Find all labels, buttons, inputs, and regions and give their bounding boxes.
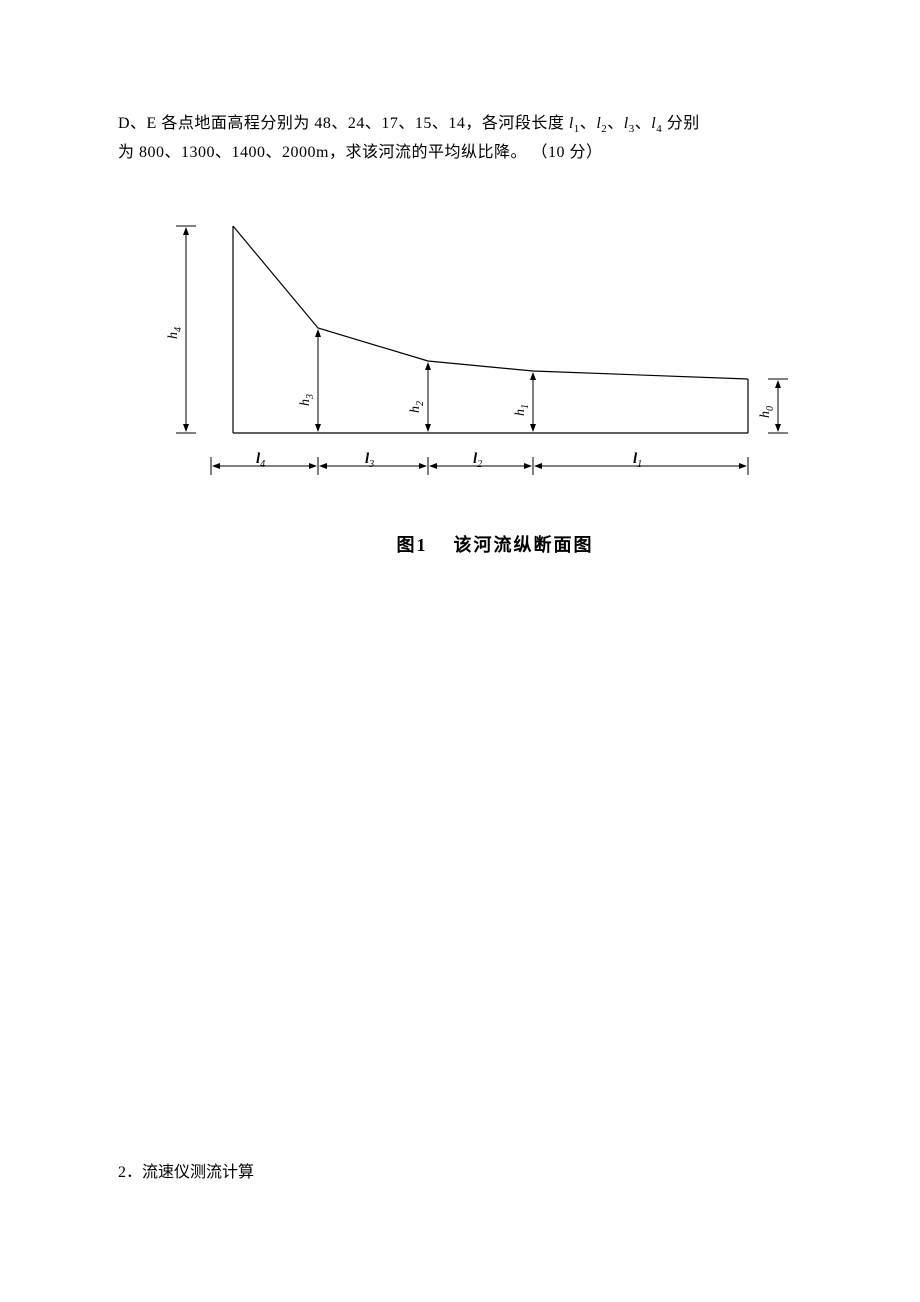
h0-label: h0	[758, 406, 776, 418]
l4-label: l4	[256, 451, 265, 470]
line1-pre: D、E 各点地面高程分别为 48、24、17、15、14，各河段长度	[118, 115, 569, 132]
sep3: 、	[635, 115, 652, 132]
line2: 为 800、1300、1400、2000m，求该河流的平均纵比降。 （10 分）	[118, 144, 602, 161]
l1-label: l1	[633, 451, 642, 470]
sep2: 、	[607, 115, 624, 132]
h4-label: h4	[166, 327, 184, 339]
h1-label: h1	[513, 404, 531, 416]
h2-label: h2	[408, 401, 426, 413]
l2-label: l2	[473, 451, 482, 470]
figure-caption: 图1 该河流纵断面图	[188, 531, 802, 557]
h3-label: h3	[298, 394, 316, 406]
profile-svg: h4 h3 h2 h1 h0 l4 l3 l2 l1	[138, 211, 788, 511]
line1-post: 分别	[662, 115, 700, 132]
fig-num: 图1	[397, 535, 428, 555]
river-profile-diagram: h4 h3 h2 h1 h0 l4 l3 l2 l1	[138, 211, 788, 511]
l3-label: l3	[365, 451, 374, 470]
bottom-text: 2．流速仪测流计算	[118, 1164, 254, 1181]
bottom-problem: 2．流速仪测流计算	[118, 1158, 254, 1182]
fig-title: 该河流纵断面图	[454, 535, 594, 555]
profile-line	[233, 226, 748, 379]
problem-statement: D、E 各点地面高程分别为 48、24、17、15、14，各河段长度 l1、l2…	[118, 110, 802, 166]
sep1: 、	[580, 115, 597, 132]
